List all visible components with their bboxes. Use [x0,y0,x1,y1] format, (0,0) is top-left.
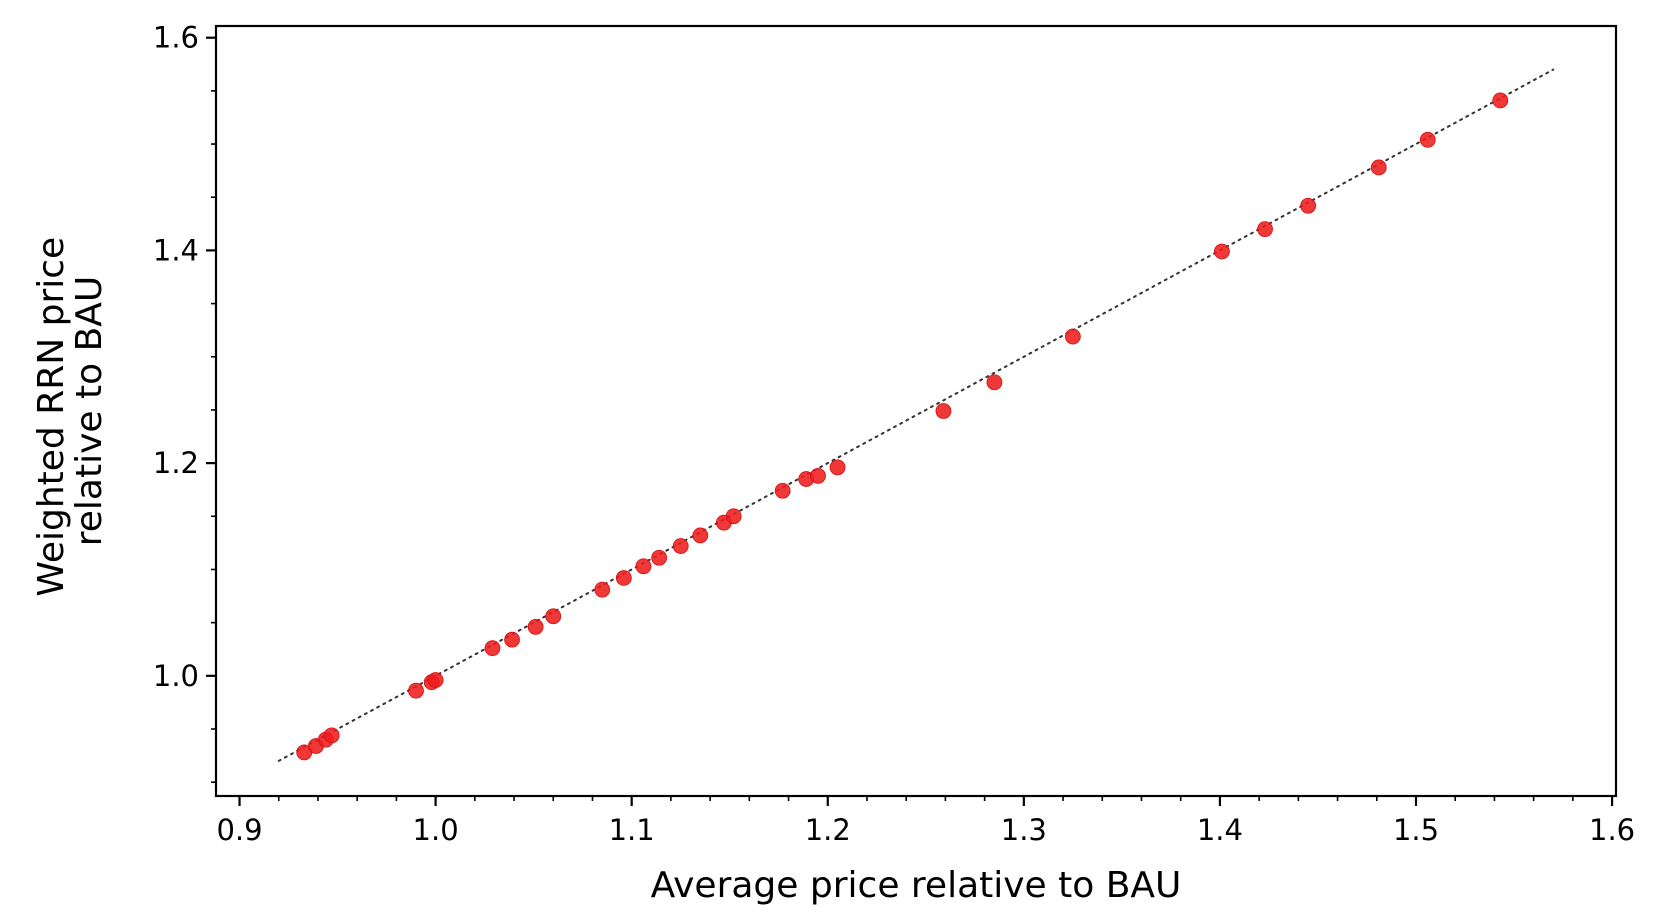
data-point [1300,197,1317,214]
data-point [427,672,444,688]
data-point [725,508,742,525]
data-point [1370,159,1387,176]
reference-line-group [277,68,1555,762]
data-point [1064,328,1081,345]
x-tick-label: 1.2 [805,813,851,847]
data-point [484,640,501,657]
x-tick-label: 1.0 [413,813,459,847]
data-point [635,558,652,575]
y-axis-label-line-1: Weighted RRN price [31,237,72,597]
data-point [323,727,340,744]
x-tick-label: 1.6 [1589,813,1635,847]
data-points [296,92,1509,761]
y-axis-label-line-2: relative to BAU [69,276,110,547]
y-axis-label: Weighted RRN price relative to BAU [31,225,110,596]
data-point [986,374,1003,391]
data-point [1257,221,1273,238]
data-point [504,631,520,648]
x-tick-label: 1.1 [609,813,655,847]
x-axis-label: Average price relative to BAU [651,865,1182,906]
y-tick-label: 1.0 [153,659,199,693]
y-tick-label: 1.4 [153,233,199,267]
x-tick-label: 1.5 [1393,813,1439,847]
y-axis-ticks: 1.0 1.2 1.4 1.6 [153,21,216,783]
data-point [935,403,952,419]
data-point [594,581,611,598]
data-point [810,467,826,484]
data-point [408,682,424,699]
data-point [1419,131,1436,148]
data-point [692,527,709,544]
data-point [774,482,791,499]
x-tick-label: 0.9 [216,813,262,847]
x-tick-label: 1.4 [1197,813,1243,847]
data-point [651,549,668,566]
data-point [545,608,562,625]
plot-frame [214,24,1618,798]
x-tick-label: 1.3 [1001,813,1047,847]
data-point [829,459,846,476]
data-point [615,570,632,586]
data-point [527,618,544,635]
y-tick-label: 1.2 [153,446,199,480]
y-tick-label: 1.6 [153,21,199,55]
data-point [1213,243,1230,260]
data-point [1492,92,1509,109]
data-point [672,538,689,554]
x-axis-ticks: 0.9 1.0 1.1 1.2 1.3 1.4 1.5 1.6 [216,796,1635,847]
reference-line [277,68,1555,762]
